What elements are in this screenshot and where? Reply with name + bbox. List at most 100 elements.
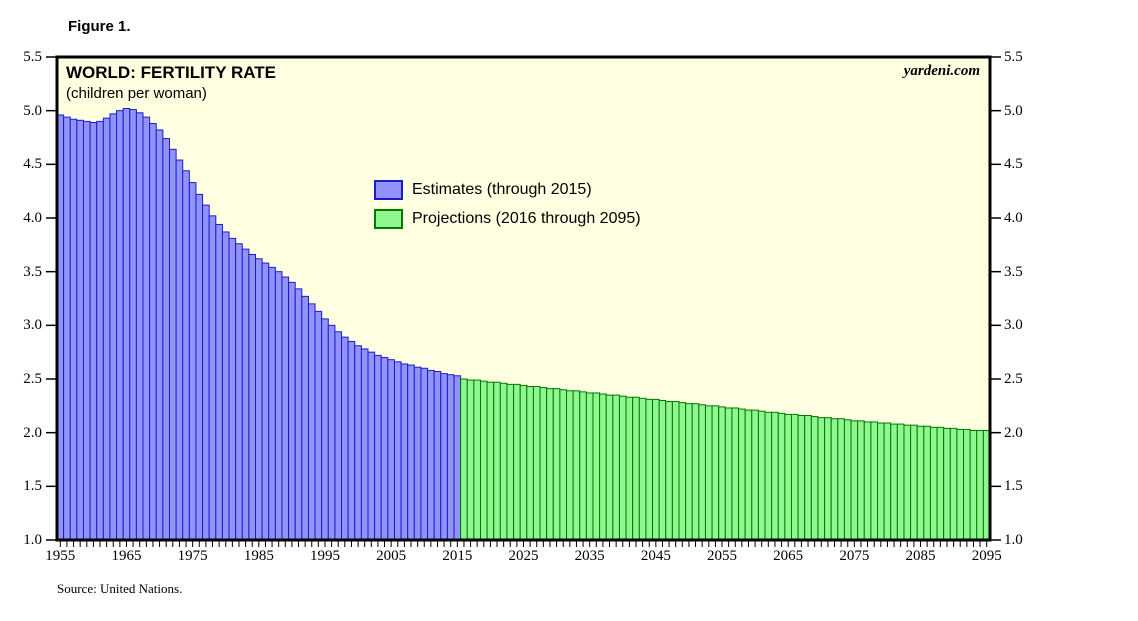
- bar-2085: [916, 425, 925, 541]
- legend-item-estimates: Estimates (through 2015): [374, 178, 641, 202]
- bar-2036: [592, 392, 601, 541]
- bar-2080: [883, 422, 892, 541]
- bar-2015: [453, 375, 462, 541]
- y-axis-label-left-1.0: 1.0: [23, 532, 42, 548]
- bar-2070: [817, 417, 826, 541]
- bar-2001: [360, 348, 369, 541]
- bar-2056: [724, 407, 733, 541]
- estimates-swatch: [374, 180, 403, 200]
- x-axis-label-1975: 1975: [177, 548, 208, 564]
- bar-2087: [929, 426, 938, 541]
- bar-2075: [850, 420, 859, 541]
- bar-2042: [632, 396, 640, 541]
- bar-2023: [506, 383, 515, 541]
- bar-1994: [314, 310, 323, 541]
- bar-1956: [63, 116, 71, 541]
- y-axis-label-left-2.5: 2.5: [23, 371, 42, 387]
- bar-1971: [162, 138, 170, 541]
- bar-2051: [691, 403, 700, 541]
- bar-2055: [718, 406, 726, 541]
- x-axis-label-2005: 2005: [376, 548, 407, 564]
- bar-2072: [830, 418, 839, 541]
- figure-label: Figure 1.: [68, 18, 131, 35]
- bar-2066: [790, 413, 799, 541]
- bar-2088: [936, 426, 945, 541]
- chart-title: WORLD: FERTILITY RATE: [66, 63, 276, 82]
- x-axis-label-2075: 2075: [839, 548, 870, 564]
- bar-1986: [261, 262, 270, 541]
- x-axis-label-2095: 2095: [971, 548, 1002, 564]
- bar-2034: [579, 391, 587, 541]
- bar-2022: [499, 382, 508, 541]
- bar-2092: [963, 428, 971, 541]
- bar-1957: [69, 118, 78, 541]
- bar-2061: [757, 410, 766, 541]
- bar-2058: [738, 408, 746, 541]
- bar-1959: [82, 120, 91, 541]
- bar-2060: [751, 409, 759, 541]
- bar-1969: [149, 123, 157, 541]
- bar-2086: [923, 425, 931, 541]
- bar-2094: [976, 430, 984, 541]
- bar-2029: [546, 388, 554, 541]
- bar-2008: [407, 364, 415, 541]
- projections-swatch: [374, 209, 403, 229]
- bar-2048: [671, 401, 680, 541]
- chart-subtitle: (children per woman): [66, 85, 207, 102]
- bar-1967: [135, 112, 144, 541]
- bar-1975: [188, 182, 197, 541]
- bar-2078: [870, 421, 879, 541]
- watermark-yardeni: yardeni.com: [903, 63, 980, 79]
- bar-2065: [784, 413, 792, 541]
- x-axis-label-2035: 2035: [574, 548, 605, 564]
- bar-1993: [307, 303, 316, 541]
- bar-2093: [969, 430, 978, 541]
- bar-2039: [612, 394, 620, 541]
- bar-2016: [460, 378, 468, 541]
- bar-1983: [241, 248, 250, 541]
- bar-1991: [294, 288, 303, 541]
- bar-2021: [493, 381, 501, 541]
- bar-2006: [393, 361, 402, 541]
- legend-item-projections: Projections (2016 through 2095): [374, 207, 641, 231]
- bar-2017: [466, 379, 475, 541]
- bar-1961: [96, 120, 104, 541]
- bar-2052: [698, 404, 706, 541]
- bar-2067: [797, 414, 806, 541]
- y-axis-label-right-4.0: 4.0: [1004, 210, 1023, 226]
- x-axis-label-2015: 2015: [442, 548, 473, 564]
- bar-2014: [446, 374, 455, 541]
- y-axis-label-right-1.5: 1.5: [1004, 478, 1023, 495]
- x-axis-label-2065: 2065: [773, 548, 804, 564]
- y-axis-label-right-3.0: 3.0: [1004, 317, 1023, 334]
- bar-1976: [195, 193, 204, 541]
- estimates-label: Estimates (through 2015): [412, 181, 592, 198]
- bar-2084: [910, 424, 918, 541]
- y-axis-label-right-3.5: 3.5: [1004, 263, 1023, 280]
- bar-1970: [155, 129, 164, 541]
- bar-2007: [400, 363, 409, 541]
- bar-2012: [433, 370, 442, 541]
- bar-2063: [771, 411, 779, 541]
- y-axis-label-left-1.5: 1.5: [23, 478, 42, 495]
- bar-1997: [334, 331, 343, 541]
- bar-1960: [89, 121, 98, 541]
- y-axis-label-left-2.0: 2.0: [23, 424, 42, 441]
- bar-1988: [274, 271, 283, 541]
- bar-1978: [208, 215, 217, 541]
- bar-1982: [235, 243, 243, 541]
- bar-2011: [427, 369, 435, 541]
- x-axis-label-1985: 1985: [243, 548, 274, 564]
- bar-1981: [228, 237, 237, 541]
- bar-1980: [221, 231, 230, 541]
- bar-2047: [665, 401, 673, 541]
- bar-2059: [744, 409, 753, 541]
- bar-1992: [301, 295, 309, 541]
- x-axis-label-2045: 2045: [640, 548, 671, 564]
- bar-1990: [288, 281, 296, 541]
- x-axis-label-1995: 1995: [309, 548, 340, 564]
- bar-2026: [526, 386, 534, 541]
- bar-2064: [777, 412, 786, 541]
- bar-2000: [354, 345, 362, 541]
